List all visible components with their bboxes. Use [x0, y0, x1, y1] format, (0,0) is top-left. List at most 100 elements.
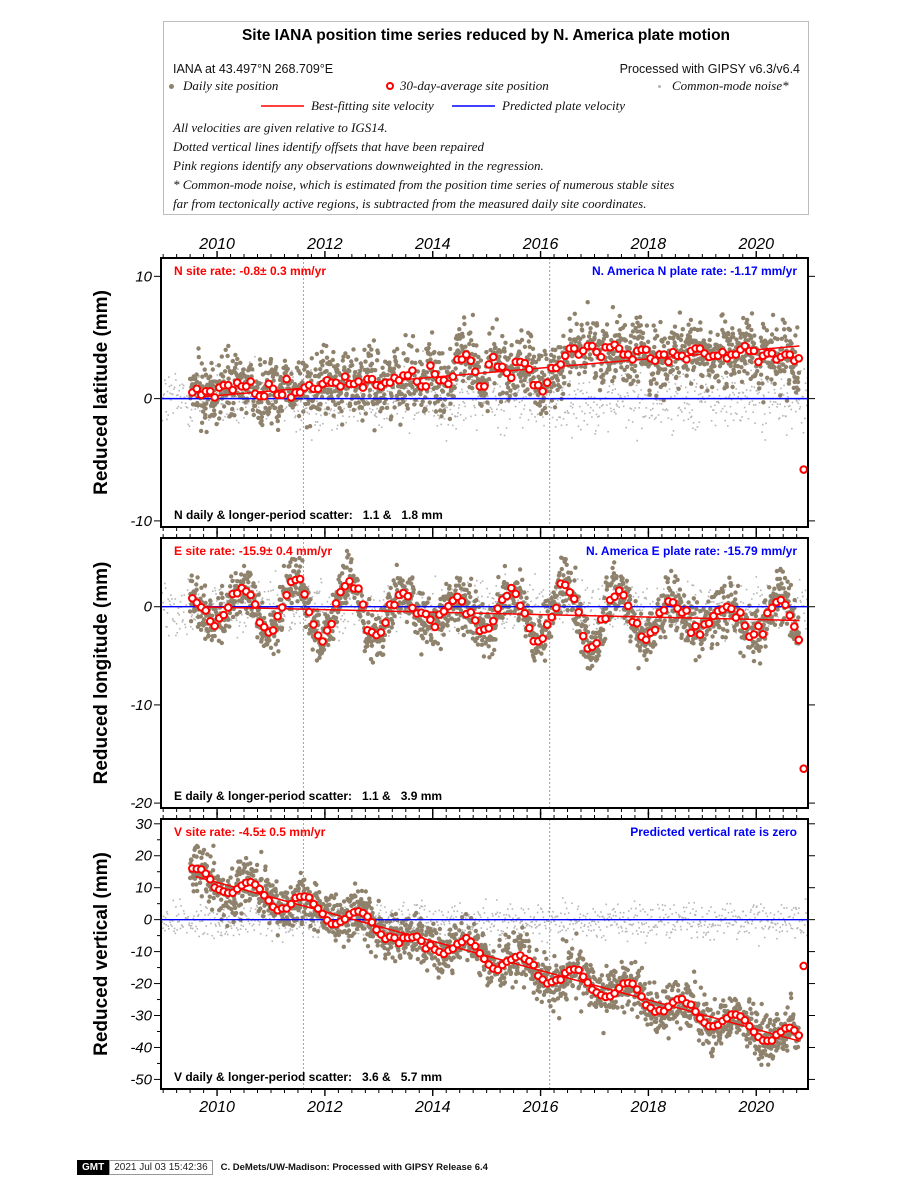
daily-point: [661, 344, 667, 349]
common-mode-point: [360, 392, 362, 394]
common-mode-point: [293, 615, 296, 618]
common-mode-point: [705, 375, 708, 377]
daily-point: [358, 361, 364, 366]
daily-point: [461, 315, 467, 320]
daily-point: [242, 573, 247, 578]
daily-point: [632, 368, 637, 374]
daily-point: [476, 354, 481, 360]
daily-point: [627, 374, 633, 379]
common-mode-point: [702, 610, 704, 613]
common-mode-point: [494, 601, 497, 603]
daily-point: [187, 609, 193, 614]
daily-point: [389, 393, 394, 399]
daily-point: [344, 391, 349, 396]
common-mode-point: [505, 621, 508, 624]
common-mode-point: [675, 622, 677, 624]
common-mode-point: [662, 408, 664, 411]
daily-point: [677, 310, 683, 315]
common-mode-point: [368, 392, 371, 394]
common-mode-point: [801, 591, 803, 594]
common-mode-point: [745, 410, 747, 413]
common-mode-point: [710, 601, 713, 603]
common-mode-point: [472, 399, 474, 401]
common-mode-point: [320, 414, 322, 417]
daily-point: [330, 629, 335, 634]
daily-point: [331, 349, 336, 355]
daily-point: [225, 353, 230, 359]
average-point: [641, 345, 651, 355]
common-mode-point: [799, 406, 802, 408]
common-mode-point: [646, 394, 649, 397]
common-mode-point: [421, 596, 424, 599]
daily-point: [582, 364, 588, 370]
common-mode-point: [245, 625, 247, 627]
daily-point: [612, 375, 617, 380]
common-mode-point: [651, 414, 653, 417]
legend-average-label: 30-day-average site position: [400, 78, 549, 93]
common-mode-point: [321, 603, 323, 606]
common-mode-point: [732, 391, 734, 394]
common-mode-point: [349, 598, 351, 600]
common-mode-point: [578, 599, 581, 601]
common-mode-point: [696, 426, 699, 428]
common-mode-point: [675, 386, 678, 389]
daily-point: [781, 327, 787, 332]
daily-point: [531, 375, 536, 380]
daily-point: [229, 574, 234, 579]
daily-point: [672, 324, 678, 329]
daily-point: [486, 376, 492, 382]
daily-point: [698, 320, 703, 325]
y-tick-label: 0: [144, 391, 153, 408]
daily-point: [789, 341, 794, 346]
daily-point: [371, 338, 377, 343]
common-mode-point: [783, 384, 785, 387]
common-mode-point: [514, 616, 516, 618]
average-point: [587, 341, 597, 351]
daily-point: [212, 633, 217, 639]
common-mode-point: [321, 393, 323, 395]
common-mode-point: [222, 601, 224, 604]
daily-point: [521, 383, 526, 388]
daily-point: [616, 332, 622, 338]
common-mode-point: [590, 396, 593, 398]
daily-point: [475, 360, 480, 366]
daily-point: [325, 406, 331, 411]
daily-point: [266, 409, 272, 415]
common-mode-point: [509, 614, 512, 617]
daily-point: [260, 422, 265, 428]
common-mode-point: [804, 417, 806, 420]
common-mode-point: [218, 589, 221, 591]
common-mode-point: [174, 373, 177, 375]
common-mode-point: [720, 410, 723, 413]
common-mode-point: [633, 409, 635, 412]
common-mode-point: [592, 589, 594, 592]
common-mode-point: [604, 397, 607, 399]
average-point: [448, 372, 458, 381]
common-mode-point: [184, 397, 186, 399]
common-mode-point: [797, 402, 800, 405]
daily-point: [673, 343, 678, 349]
common-mode-point: [166, 390, 169, 393]
common-mode-point: [448, 630, 451, 632]
daily-point: [555, 378, 561, 383]
common-mode-point: [182, 619, 184, 621]
common-mode-point: [412, 399, 415, 402]
daily-point: [317, 407, 322, 412]
common-mode-point: [665, 408, 668, 410]
common-mode-point: [180, 401, 183, 404]
common-mode-point: [481, 595, 483, 598]
daily-point: [622, 367, 627, 373]
common-mode-point: [712, 409, 715, 411]
daily-point: [441, 408, 447, 413]
average-point: [354, 377, 363, 386]
common-mode-point: [362, 405, 365, 407]
average-point: [358, 383, 368, 392]
average-point: [664, 357, 673, 367]
common-mode-point: [699, 393, 702, 395]
daily-point: [401, 399, 406, 404]
common-mode-point: [164, 382, 167, 385]
average-point: [718, 347, 727, 357]
common-mode-point: [782, 415, 784, 417]
common-mode-point: [329, 409, 332, 412]
daily-point: [427, 342, 432, 347]
